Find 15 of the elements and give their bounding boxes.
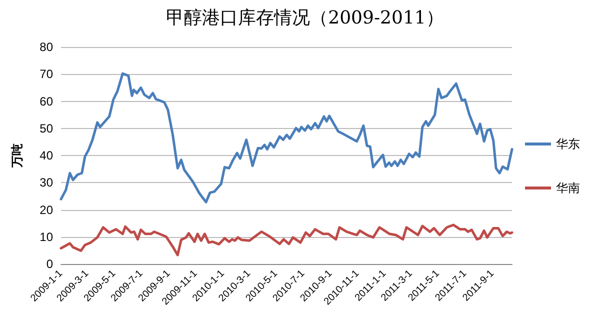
line-series [60,224,514,256]
legend-label: 华东 [556,137,580,151]
y-tick-label: 40 [40,148,54,162]
y-axis-title: 万吨 [10,144,24,168]
line-series [60,72,514,204]
y-tick-label: 10 [40,230,54,244]
y-tick-label: 60 [40,94,54,108]
y-tick-label: 30 [40,176,54,190]
y-tick-label: 0 [46,257,54,271]
legend-label: 华南 [556,181,580,195]
y-tick-label: 70 [40,67,54,82]
y-tick-label: 20 [40,202,54,217]
chart-title: 甲醇港口库存情况（2009-2011） [166,8,444,28]
y-tick-label: 50 [40,121,54,136]
y-tick-label: 80 [40,40,54,54]
